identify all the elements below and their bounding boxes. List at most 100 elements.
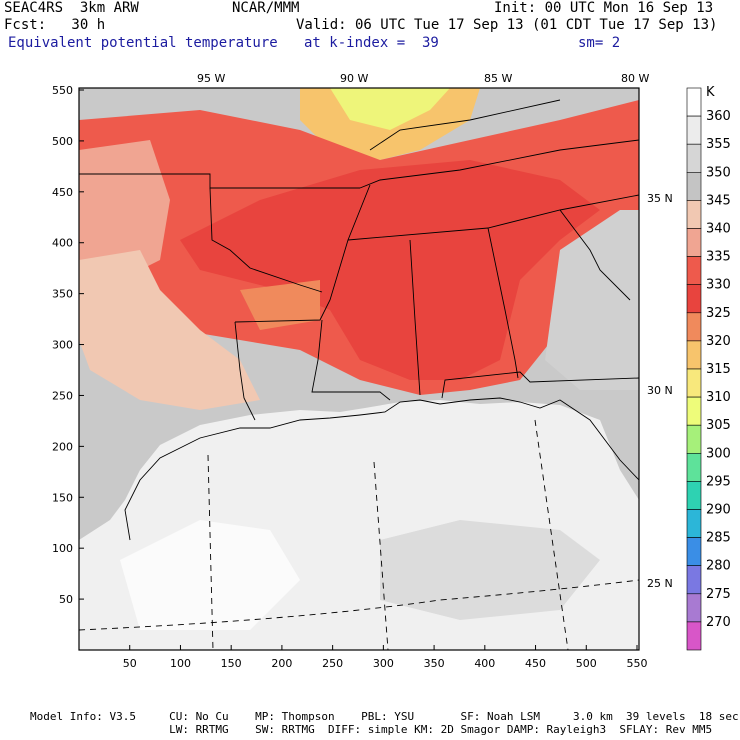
init-time: Init: 00 UTC Mon 16 Sep 13 (494, 0, 714, 16)
colorbar-swatch (686, 87, 702, 117)
colorbar-label: 330 (706, 278, 731, 293)
geographic-boundaries (79, 99, 639, 541)
colorbar-swatch (686, 481, 702, 510)
y-tick-label: 200 (52, 440, 73, 453)
y-tick-label: 550 (52, 84, 73, 97)
colorbar-label: 320 (706, 334, 731, 349)
x-axis: 50 100 150 200 250 300 350 400 450 500 550 (123, 645, 648, 670)
state-border-tn-north (359, 139, 639, 189)
state-border-ms-river (311, 319, 391, 401)
colorbar: 360 355 350 345 340 335 330 325 320 315 310 305 300 2… (686, 87, 731, 651)
x-tick-label: 450 (525, 657, 546, 670)
colorbar-swatch (686, 509, 702, 538)
colorbar-label: 295 (706, 474, 731, 489)
y-tick-label: 350 (52, 288, 73, 301)
y-axis: 50 100 150 200 250 300 350 400 450 500 550 (52, 84, 84, 606)
colorbar-label: 275 (706, 587, 731, 602)
state-border-ky-west (369, 99, 561, 151)
colorbar-swatch (686, 172, 702, 201)
colorbar-swatch (686, 143, 702, 173)
x-tick-label: 200 (271, 657, 292, 670)
valid-time: Valid: 06 UTC Tue 17 Sep 13 (01 CDT Tue … (296, 17, 718, 33)
salmon-band-east (545, 210, 639, 390)
footer-line-1: Model Info: V3.5 CU: No Cu MP: Thompson … (30, 710, 739, 723)
footer-line-2: LW: RRTMG SW: RRTMG DIFF: simple KM: 2D … (30, 723, 713, 736)
y-tick-label: 150 (52, 491, 73, 504)
graticule (79, 419, 639, 650)
colorbar-label: 305 (706, 418, 731, 433)
salmon-band-texas (79, 250, 260, 410)
field-name: Equivalent potential temperature (8, 35, 278, 51)
colorbar-label: 340 (706, 222, 731, 237)
colorbar-swatch (686, 565, 702, 595)
state-border-tx-ok (209, 187, 323, 293)
colorbar-label: 280 (706, 559, 731, 574)
lat-label-30n: 30 N (647, 384, 673, 397)
meridian-85w-dashed (534, 419, 569, 650)
salmon-band-west (79, 140, 170, 280)
colorbar-label: 350 (706, 165, 731, 180)
colorbar-swatch (686, 368, 702, 398)
state-border-ok-north (79, 173, 360, 189)
colorbar-swatch (686, 200, 702, 229)
x-tick-label: 250 (322, 657, 343, 670)
smoothing-label: sm= 2 (578, 35, 621, 51)
y-tick-label: 100 (52, 542, 73, 555)
state-border-al-ga (487, 227, 519, 379)
y-tick-label: 300 (52, 339, 73, 352)
x-tick-label: 100 (170, 657, 191, 670)
lon-label-80w: 80 W (621, 72, 649, 85)
colorbar-label: 270 (706, 615, 731, 630)
model-title: SEAC4RS 3km ARW (4, 0, 139, 16)
colorbar-swatch (686, 537, 702, 566)
colorbar-label: 285 (706, 531, 731, 546)
colorbar-swatch (686, 115, 702, 145)
x-tick-label: 350 (424, 657, 445, 670)
deep-red-core (180, 160, 600, 380)
state-border-ar-la (234, 184, 371, 323)
colorbar-label: 335 (706, 250, 731, 265)
x-tick-label: 550 (627, 657, 648, 670)
coastline-gulf (124, 397, 639, 541)
colorbar-label: 290 (706, 503, 731, 518)
gulf-white-patch (120, 520, 300, 630)
lat-label-25n: 25 N (647, 577, 673, 590)
forecast-hour: Fcst: 30 h (4, 17, 106, 33)
y-tick-label: 450 (52, 186, 73, 199)
plot-frame (78, 87, 640, 651)
y-tick-label: 500 (52, 135, 73, 148)
x-tick-label: 300 (373, 657, 394, 670)
colorbar-swatch (686, 621, 702, 651)
colorbar-label: 315 (706, 362, 731, 377)
lon-label-95w: 95 W (197, 72, 225, 85)
x-tick-label: 150 (221, 657, 242, 670)
lon-label-90w: 90 W (340, 72, 368, 85)
colorbar-swatch (686, 424, 702, 454)
colorbar-swatch (686, 228, 702, 257)
org-label: NCAR/MMM (232, 0, 300, 16)
state-border-ms-al (409, 239, 421, 396)
colorbar-label: 345 (706, 193, 731, 208)
colorbar-swatch (686, 340, 702, 370)
state-border-tn-south (347, 194, 639, 241)
colorbar-swatch (686, 452, 702, 482)
x-tick-label: 500 (576, 657, 597, 670)
map-plot-area (79, 88, 639, 650)
colorbar-label: 360 (706, 109, 731, 124)
colorbar-label: 325 (706, 306, 731, 321)
state-border-carolinas (559, 209, 631, 301)
colorbar-unit: K (706, 85, 715, 100)
colorbar-label: 300 (706, 446, 731, 461)
x-tick-label: 400 (474, 657, 495, 670)
meridian-90w-dashed (373, 461, 389, 650)
state-border-la-tx (234, 321, 256, 421)
gulf-gray-patch (380, 520, 600, 620)
x-tick-label: 50 (123, 657, 137, 670)
parallel-25n-dashed (79, 579, 639, 631)
y-tick-label: 400 (52, 237, 73, 250)
lat-label-35n: 35 N (647, 192, 673, 205)
y-tick-label: 250 (52, 389, 73, 402)
orange-patch (240, 280, 320, 330)
y-tick-label: 50 (59, 593, 73, 606)
